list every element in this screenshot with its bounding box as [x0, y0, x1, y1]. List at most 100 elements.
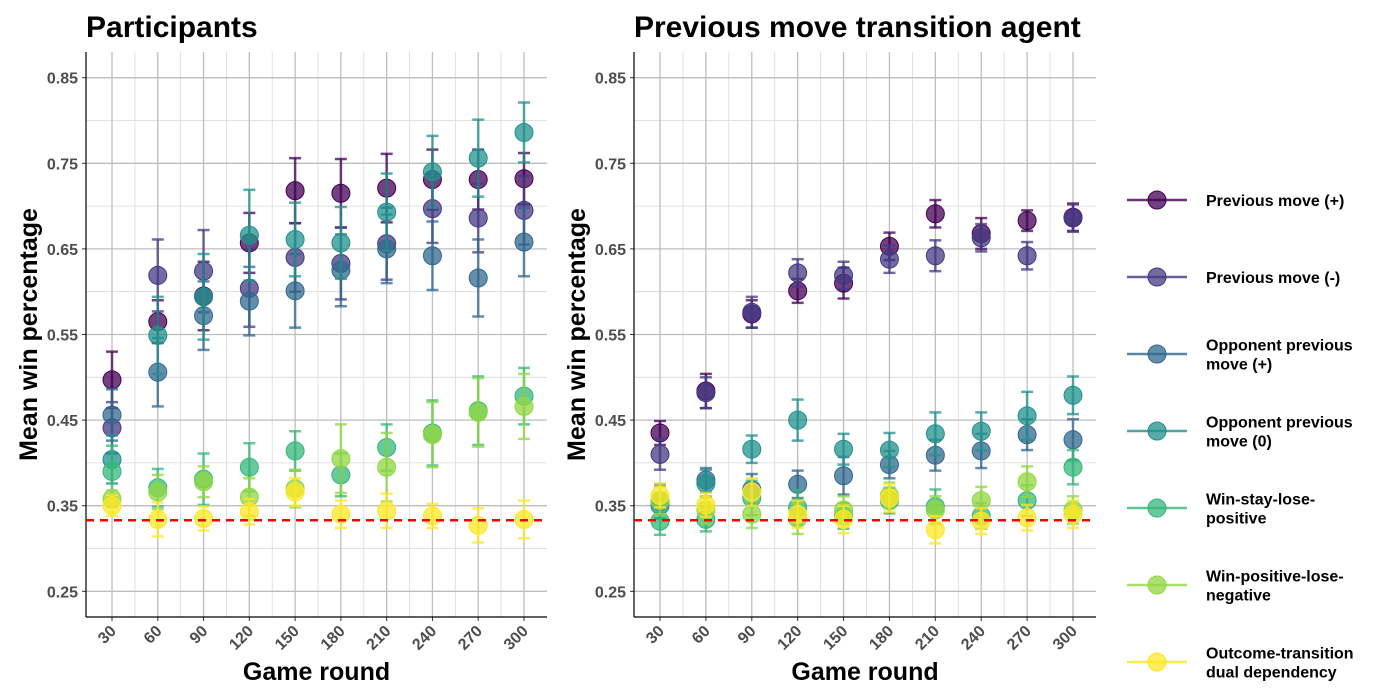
data-point — [377, 202, 397, 222]
x-tick-label: 30 — [643, 623, 668, 648]
data-point — [331, 233, 351, 253]
data-point — [1063, 385, 1083, 405]
legend-label: move (0) — [1206, 434, 1272, 451]
data-point — [696, 383, 716, 403]
legend-marker — [1147, 190, 1167, 210]
y-tick-label: 0.25 — [595, 584, 626, 601]
y-tick-label: 0.85 — [595, 71, 626, 88]
data-point — [742, 482, 762, 502]
data-point — [925, 520, 945, 540]
data-point — [971, 421, 991, 441]
legend-marker — [1147, 421, 1167, 441]
data-point — [468, 148, 488, 168]
data-point — [331, 449, 351, 469]
panel-2: Previous move transition agent 0.25 0.35 0.… — [563, 11, 1096, 686]
data-point — [285, 281, 305, 301]
data-point — [696, 495, 716, 515]
data-point — [331, 504, 351, 524]
y-tick-label: 0.55 — [47, 328, 78, 345]
x-tick-label: 180 — [866, 623, 897, 654]
x-tick-label: 150 — [272, 623, 303, 654]
x-tick-label: 120 — [775, 623, 806, 654]
x-tick-label: 210 — [364, 623, 395, 654]
data-point — [788, 263, 808, 283]
data-point — [331, 183, 351, 203]
legend-label: Win-stay-lose- — [1206, 492, 1315, 509]
data-point — [285, 482, 305, 502]
data-point — [194, 287, 214, 307]
x-axis-title: Game round — [791, 658, 938, 686]
x-tick-label: 60 — [141, 623, 166, 648]
data-point — [1017, 211, 1037, 231]
data-point — [971, 491, 991, 511]
legend-label: positive — [1206, 511, 1267, 528]
legend-label: Previous move (-) — [1206, 270, 1340, 287]
data-point — [148, 325, 168, 345]
data-point — [1063, 457, 1083, 477]
legend-label: Opponent previous — [1206, 338, 1353, 355]
legend-label: Outcome-transition — [1206, 646, 1354, 663]
x-tick-label: 180 — [318, 623, 349, 654]
data-point — [650, 485, 670, 505]
data-point — [422, 162, 442, 182]
data-point — [239, 225, 259, 245]
y-tick-label: 0.75 — [47, 156, 78, 173]
series — [650, 477, 1083, 545]
x-tick-label: 150 — [820, 623, 851, 654]
x-tick-label: 210 — [912, 623, 943, 654]
data-point — [650, 444, 670, 464]
legend-marker — [1147, 267, 1167, 287]
data-point — [925, 424, 945, 444]
x-tick-label: 30 — [95, 623, 120, 648]
legend-label: Previous move (+) — [1206, 193, 1344, 210]
x-tick-label: 300 — [501, 623, 532, 654]
y-tick-label: 0.65 — [47, 242, 78, 259]
data-point — [148, 265, 168, 285]
x-tick-label: 90 — [187, 623, 212, 648]
legend-label: negative — [1206, 588, 1271, 605]
data-point — [102, 370, 122, 390]
data-point — [285, 181, 305, 201]
data-point — [102, 461, 122, 481]
data-point — [377, 501, 397, 521]
panel-title: Previous move transition agent — [634, 11, 1081, 44]
data-point — [285, 441, 305, 461]
panel-1: Participants 0.25 0.35 0.45 0.55 0.65 0.75 0.85… — [15, 11, 547, 686]
x-tick-label: 300 — [1050, 623, 1081, 654]
data-point — [514, 122, 534, 142]
data-point — [285, 229, 305, 249]
x-tick-label: 240 — [958, 623, 989, 654]
data-point — [239, 291, 259, 311]
data-point — [468, 402, 488, 422]
data-point — [422, 506, 442, 526]
legend-marker — [1147, 652, 1167, 672]
legend-marker — [1147, 575, 1167, 595]
y-tick-label: 0.45 — [47, 413, 78, 430]
data-point — [925, 246, 945, 266]
x-tick-label: 60 — [689, 623, 714, 648]
data-point — [102, 405, 122, 425]
data-point — [1017, 508, 1037, 528]
legend-marker — [1147, 498, 1167, 518]
data-point — [1017, 406, 1037, 426]
data-point — [925, 204, 945, 224]
series — [650, 203, 1083, 472]
x-tick-label: 120 — [226, 623, 257, 654]
y-axis-title: Mean win percentage — [563, 208, 591, 461]
data-point — [102, 496, 122, 516]
data-point — [194, 472, 214, 492]
x-tick-label: 270 — [455, 623, 486, 654]
data-point — [1017, 472, 1037, 492]
x-tick-label: 90 — [735, 623, 760, 648]
y-tick-label: 0.25 — [47, 584, 78, 601]
data-point — [377, 457, 397, 477]
data-point — [1063, 430, 1083, 450]
legend-label: move (+) — [1206, 357, 1272, 374]
legend-label: Win-positive-lose- — [1206, 569, 1344, 586]
y-tick-label: 0.55 — [595, 328, 626, 345]
legend-label: Opponent previous — [1206, 415, 1353, 432]
data-point — [971, 228, 991, 248]
x-tick-label: 270 — [1004, 623, 1035, 654]
